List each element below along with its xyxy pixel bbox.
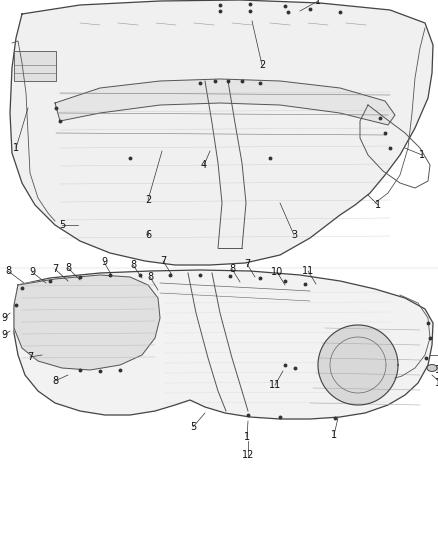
Text: 3: 3 <box>291 230 297 240</box>
Text: 5: 5 <box>190 422 196 432</box>
Text: 9: 9 <box>1 313 7 323</box>
Text: 7: 7 <box>244 259 250 269</box>
Text: 8: 8 <box>229 264 235 274</box>
Polygon shape <box>55 79 395 125</box>
Text: 10: 10 <box>271 267 283 277</box>
Text: 8: 8 <box>5 266 11 276</box>
Polygon shape <box>14 270 433 419</box>
Text: 12: 12 <box>435 378 438 388</box>
Text: 11: 11 <box>269 380 281 390</box>
Ellipse shape <box>427 365 437 372</box>
Text: 8: 8 <box>130 260 136 270</box>
Text: 5: 5 <box>59 220 65 230</box>
Polygon shape <box>318 325 398 405</box>
Text: 12: 12 <box>242 450 254 460</box>
Text: 1: 1 <box>419 150 425 160</box>
Text: 13: 13 <box>435 365 438 375</box>
Text: 1: 1 <box>331 430 337 440</box>
Text: 7: 7 <box>160 256 166 266</box>
Text: 2: 2 <box>259 60 265 70</box>
FancyBboxPatch shape <box>14 51 56 81</box>
Text: 8: 8 <box>65 263 71 273</box>
Text: 9: 9 <box>1 330 7 340</box>
Text: 1: 1 <box>315 0 321 6</box>
Text: 9: 9 <box>29 267 35 277</box>
Text: 8: 8 <box>147 272 153 282</box>
Text: 1: 1 <box>13 143 19 153</box>
Text: 11: 11 <box>302 266 314 276</box>
Text: 4: 4 <box>201 160 207 170</box>
Text: 2: 2 <box>145 195 151 205</box>
Text: 1: 1 <box>375 200 381 210</box>
Polygon shape <box>14 275 160 370</box>
Text: 8: 8 <box>52 376 58 386</box>
Text: 7: 7 <box>52 264 58 274</box>
Text: 1: 1 <box>244 432 250 442</box>
Text: 9: 9 <box>101 257 107 267</box>
Polygon shape <box>10 0 433 265</box>
Text: 6: 6 <box>145 230 151 240</box>
Text: 7: 7 <box>27 352 33 362</box>
